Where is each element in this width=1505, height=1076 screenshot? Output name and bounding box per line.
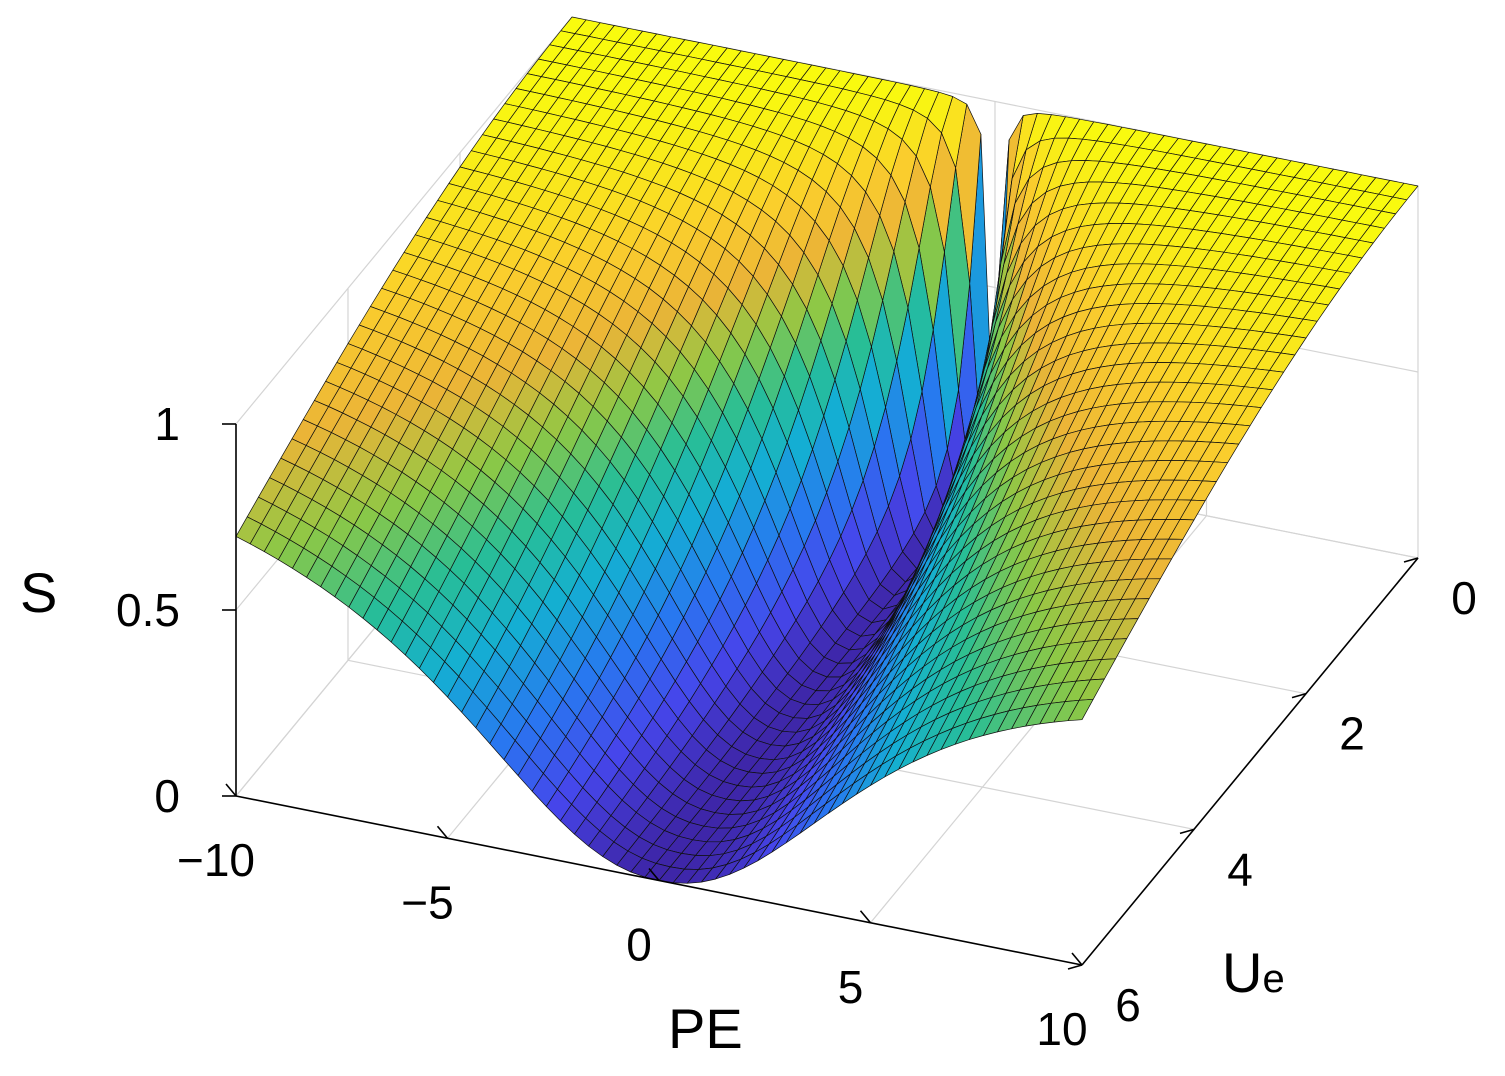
y-tick-label: 2 xyxy=(1339,708,1365,760)
y-tick xyxy=(1403,557,1419,563)
surface-patch xyxy=(235,516,262,545)
y-tick xyxy=(1067,964,1083,970)
z-tick-label: 1 xyxy=(154,398,180,450)
x-tick xyxy=(225,783,237,797)
y-axis-label: Ue xyxy=(1222,941,1285,1004)
x-axis-label: PE xyxy=(668,997,743,1060)
x-tick xyxy=(436,825,449,839)
z-tick-label: 0 xyxy=(154,770,180,822)
y-tick xyxy=(1291,692,1307,699)
x-tick-label: −10 xyxy=(177,834,255,886)
x-tick-label: 0 xyxy=(626,919,652,971)
y-tick-label: 4 xyxy=(1227,843,1253,895)
x-tick xyxy=(1071,952,1083,966)
y-axis-label-main: U xyxy=(1222,941,1262,1004)
y-axis-line xyxy=(1081,557,1419,966)
z-tick-label: 0.5 xyxy=(116,584,180,636)
grid-line xyxy=(235,16,573,425)
y-tick xyxy=(1179,828,1195,835)
x-tick-label: 5 xyxy=(838,961,864,1013)
z-axis-label: S xyxy=(20,561,57,624)
x-tick-label: −5 xyxy=(401,876,453,928)
y-axis-label-sub: e xyxy=(1262,957,1284,1001)
y-tick-label: 6 xyxy=(1115,979,1141,1031)
surface-mesh xyxy=(235,16,1419,884)
axes-labels: S PE Ue −10 −5 0 5 10 0 2 4 6 0 0.5 1 xyxy=(20,398,1477,1060)
y-tick-label: 0 xyxy=(1451,572,1477,624)
x-tick xyxy=(859,910,872,924)
x-tick-label: 10 xyxy=(1036,1003,1087,1055)
x-tick xyxy=(648,867,660,882)
axes-lines xyxy=(222,423,1419,970)
